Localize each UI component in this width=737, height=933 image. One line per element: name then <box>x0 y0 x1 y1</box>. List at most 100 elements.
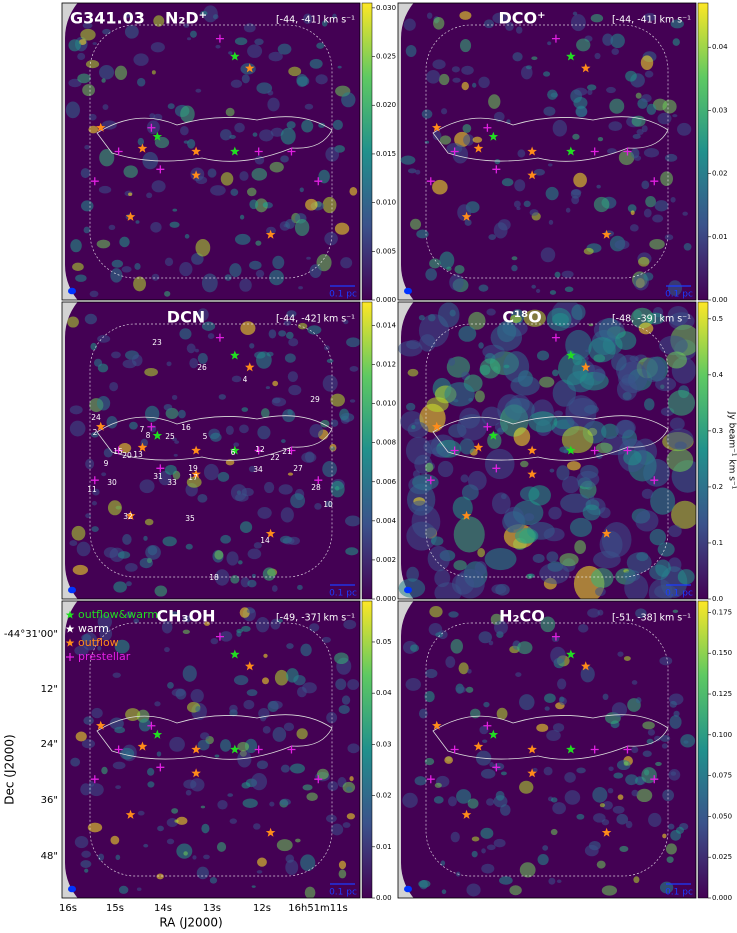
scalebar-label: 0.1 pc <box>665 290 693 300</box>
emission <box>164 646 170 653</box>
velocity-range: [-44, -42] km s⁻¹ <box>276 314 355 325</box>
emission <box>669 715 682 729</box>
emission <box>619 845 629 852</box>
emission <box>623 656 631 661</box>
emission <box>456 414 488 441</box>
emission <box>334 222 350 235</box>
emission <box>247 579 257 588</box>
emission <box>464 218 472 226</box>
emission <box>332 119 343 131</box>
emission <box>504 397 535 421</box>
emission <box>302 784 313 791</box>
source-marker <box>488 131 499 141</box>
y-tick-label: 36" <box>41 795 58 806</box>
source-marker <box>527 744 537 754</box>
emission <box>624 574 649 599</box>
emission <box>572 11 578 16</box>
source-number: 25 <box>165 432 175 441</box>
emission <box>459 438 475 455</box>
emission <box>536 350 550 361</box>
emission <box>454 265 465 274</box>
emission <box>606 86 616 94</box>
emission <box>462 123 472 133</box>
map-panel <box>62 601 360 898</box>
emission <box>595 442 613 454</box>
emission <box>287 472 294 476</box>
emission <box>200 805 206 809</box>
emission <box>609 98 625 114</box>
emission <box>636 129 644 136</box>
colorbar-tick-label: 0.005 <box>376 247 396 255</box>
emission <box>167 103 175 110</box>
emission <box>241 782 251 789</box>
emission <box>299 187 304 193</box>
emission <box>259 129 274 142</box>
colorbar-tick-label: 0.004 <box>376 517 397 525</box>
emission <box>578 623 589 633</box>
emission <box>341 695 351 705</box>
emission <box>318 122 326 128</box>
emission <box>321 20 328 27</box>
emission <box>218 394 226 400</box>
emission <box>129 421 138 430</box>
source-marker <box>245 661 255 671</box>
emission <box>528 485 551 506</box>
source-marker <box>230 350 240 360</box>
map-panel <box>398 302 696 599</box>
emission <box>234 122 245 133</box>
source-number: 5 <box>203 432 208 441</box>
emission <box>599 803 606 808</box>
emission <box>410 644 420 652</box>
emission <box>247 548 262 560</box>
colorbar-tick-label: 0.025 <box>712 853 732 861</box>
x-tick-label: 13s <box>203 903 221 914</box>
source-marker <box>551 333 560 342</box>
emission <box>554 271 561 278</box>
emission <box>486 308 496 316</box>
colorbar-tick-label: 0.020 <box>376 101 396 109</box>
emission <box>452 145 469 164</box>
source-number: 6 <box>231 448 236 457</box>
emission <box>85 458 95 470</box>
colorbar-tick-label: 0.04 <box>712 43 728 51</box>
source-marker <box>125 809 136 819</box>
emission <box>503 351 530 383</box>
emission <box>543 527 565 542</box>
emission <box>474 390 485 403</box>
emission <box>494 158 501 165</box>
colorbar-tick-label: 0.0 <box>712 595 723 603</box>
emission <box>596 184 601 189</box>
x-tick-label: 16h51m11s <box>288 903 347 914</box>
emission <box>500 771 507 776</box>
emission <box>633 876 640 884</box>
source-marker <box>125 211 136 221</box>
legend-label: outflow <box>78 636 119 649</box>
emission <box>493 838 506 848</box>
source-number: 19 <box>188 464 198 473</box>
source-marker <box>191 744 201 754</box>
colorbar-tick-label: 0.150 <box>712 649 732 657</box>
colorbar-tick-label: 0.000 <box>376 595 396 603</box>
source-marker <box>527 146 537 156</box>
emission <box>156 751 162 757</box>
emission <box>427 545 451 572</box>
emission <box>277 618 283 623</box>
emission <box>270 127 284 137</box>
emission <box>398 340 423 357</box>
emission <box>638 256 650 267</box>
emission <box>122 534 132 545</box>
source-marker <box>623 147 632 156</box>
emission <box>625 70 637 82</box>
source-marker <box>147 422 156 431</box>
emission <box>588 337 616 363</box>
source-number: 30 <box>107 478 117 487</box>
emission <box>349 399 356 403</box>
source-marker <box>265 229 276 239</box>
emission <box>346 813 356 820</box>
emission <box>406 402 416 411</box>
emission <box>592 787 608 803</box>
emission <box>593 196 610 213</box>
emission <box>144 518 154 526</box>
emission <box>197 352 208 365</box>
emission <box>550 828 558 836</box>
